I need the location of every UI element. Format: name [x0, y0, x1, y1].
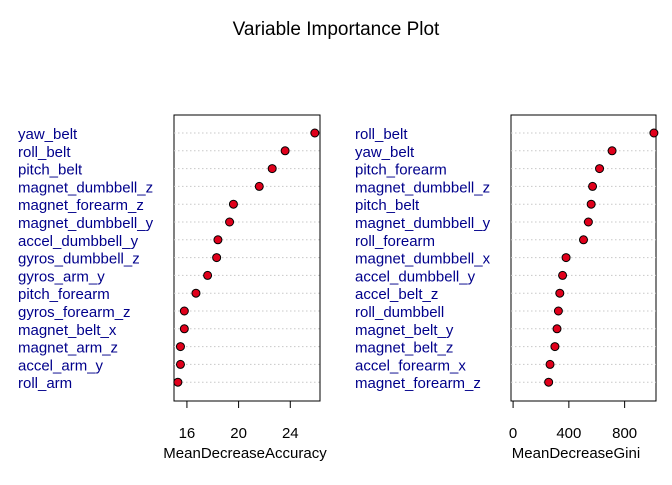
- chart-title: Variable Importance Plot: [233, 19, 440, 40]
- category-label: magnet_belt_x: [18, 322, 117, 339]
- data-point: [586, 199, 596, 209]
- category-label: pitch_forearm: [355, 162, 447, 179]
- category-label: yaw_belt: [18, 126, 78, 143]
- data-point: [203, 270, 213, 280]
- x-tick-label: 800: [612, 425, 637, 442]
- category-label: magnet_dumbbell_x: [355, 251, 491, 268]
- data-point: [212, 253, 222, 263]
- data-point: [558, 270, 568, 280]
- data-point: [173, 377, 183, 387]
- data-point: [225, 217, 235, 227]
- category-label: accel_dumbbell_y: [355, 268, 476, 285]
- data-point: [175, 359, 185, 369]
- data-point: [561, 253, 571, 263]
- category-label: accel_belt_z: [355, 286, 438, 303]
- data-point: [175, 342, 185, 352]
- category-label: magnet_dumbbell_y: [355, 215, 491, 232]
- data-point: [553, 306, 563, 316]
- category-label: pitch_belt: [18, 162, 83, 179]
- category-label: magnet_dumbbell_z: [355, 179, 490, 196]
- data-point: [179, 324, 189, 334]
- category-label: roll_belt: [355, 126, 408, 143]
- data-point: [544, 377, 554, 387]
- panel-accuracy: yaw_beltroll_beltpitch_beltmagnet_dumbbe…: [18, 114, 327, 462]
- data-point: [607, 146, 617, 156]
- x-tick-label: 24: [282, 425, 299, 442]
- data-point: [649, 128, 659, 138]
- category-label: accel_arm_y: [18, 357, 104, 374]
- data-point: [583, 217, 593, 227]
- data-point: [228, 199, 238, 209]
- x-axis-label: MeanDecreaseGini: [512, 445, 640, 462]
- data-point: [550, 342, 560, 352]
- category-label: accel_dumbbell_y: [18, 233, 139, 250]
- data-point: [588, 181, 598, 191]
- data-point: [545, 359, 555, 369]
- data-point: [191, 288, 201, 298]
- category-label: magnet_belt_y: [355, 322, 454, 339]
- x-tick-label: 0: [509, 425, 517, 442]
- data-point: [555, 288, 565, 298]
- data-point: [310, 128, 320, 138]
- x-axis-label: MeanDecreaseAccuracy: [163, 445, 327, 462]
- category-label: gyros_forearm_z: [18, 304, 131, 321]
- category-label: accel_forearm_x: [355, 357, 466, 374]
- data-point: [579, 235, 588, 245]
- data-point: [267, 164, 277, 174]
- category-label: magnet_belt_z: [355, 340, 453, 357]
- data-point: [213, 235, 223, 245]
- category-label: magnet_forearm_z: [355, 375, 481, 392]
- data-point: [595, 164, 605, 174]
- category-label: gyros_arm_y: [18, 268, 105, 285]
- data-point: [552, 324, 562, 334]
- category-label: magnet_arm_z: [18, 340, 118, 357]
- panel-gini: roll_beltyaw_beltpitch_forearmmagnet_dum…: [355, 114, 659, 462]
- data-point: [280, 146, 290, 156]
- x-tick-label: 400: [556, 425, 581, 442]
- category-label: gyros_dumbbell_z: [18, 251, 140, 268]
- data-point: [254, 181, 264, 191]
- category-label: magnet_forearm_z: [18, 197, 144, 214]
- category-label: roll_dumbbell: [355, 304, 444, 321]
- category-label: roll_forearm: [355, 233, 435, 250]
- category-label: roll_belt: [18, 144, 71, 161]
- data-point: [179, 306, 189, 316]
- category-label: yaw_belt: [355, 144, 415, 161]
- category-label: pitch_forearm: [18, 286, 110, 303]
- category-label: magnet_dumbbell_z: [18, 179, 153, 196]
- x-tick-label: 16: [179, 425, 196, 442]
- x-tick-label: 20: [230, 425, 247, 442]
- category-label: magnet_dumbbell_y: [18, 215, 154, 232]
- category-label: pitch_belt: [355, 197, 420, 214]
- category-label: roll_arm: [18, 375, 72, 392]
